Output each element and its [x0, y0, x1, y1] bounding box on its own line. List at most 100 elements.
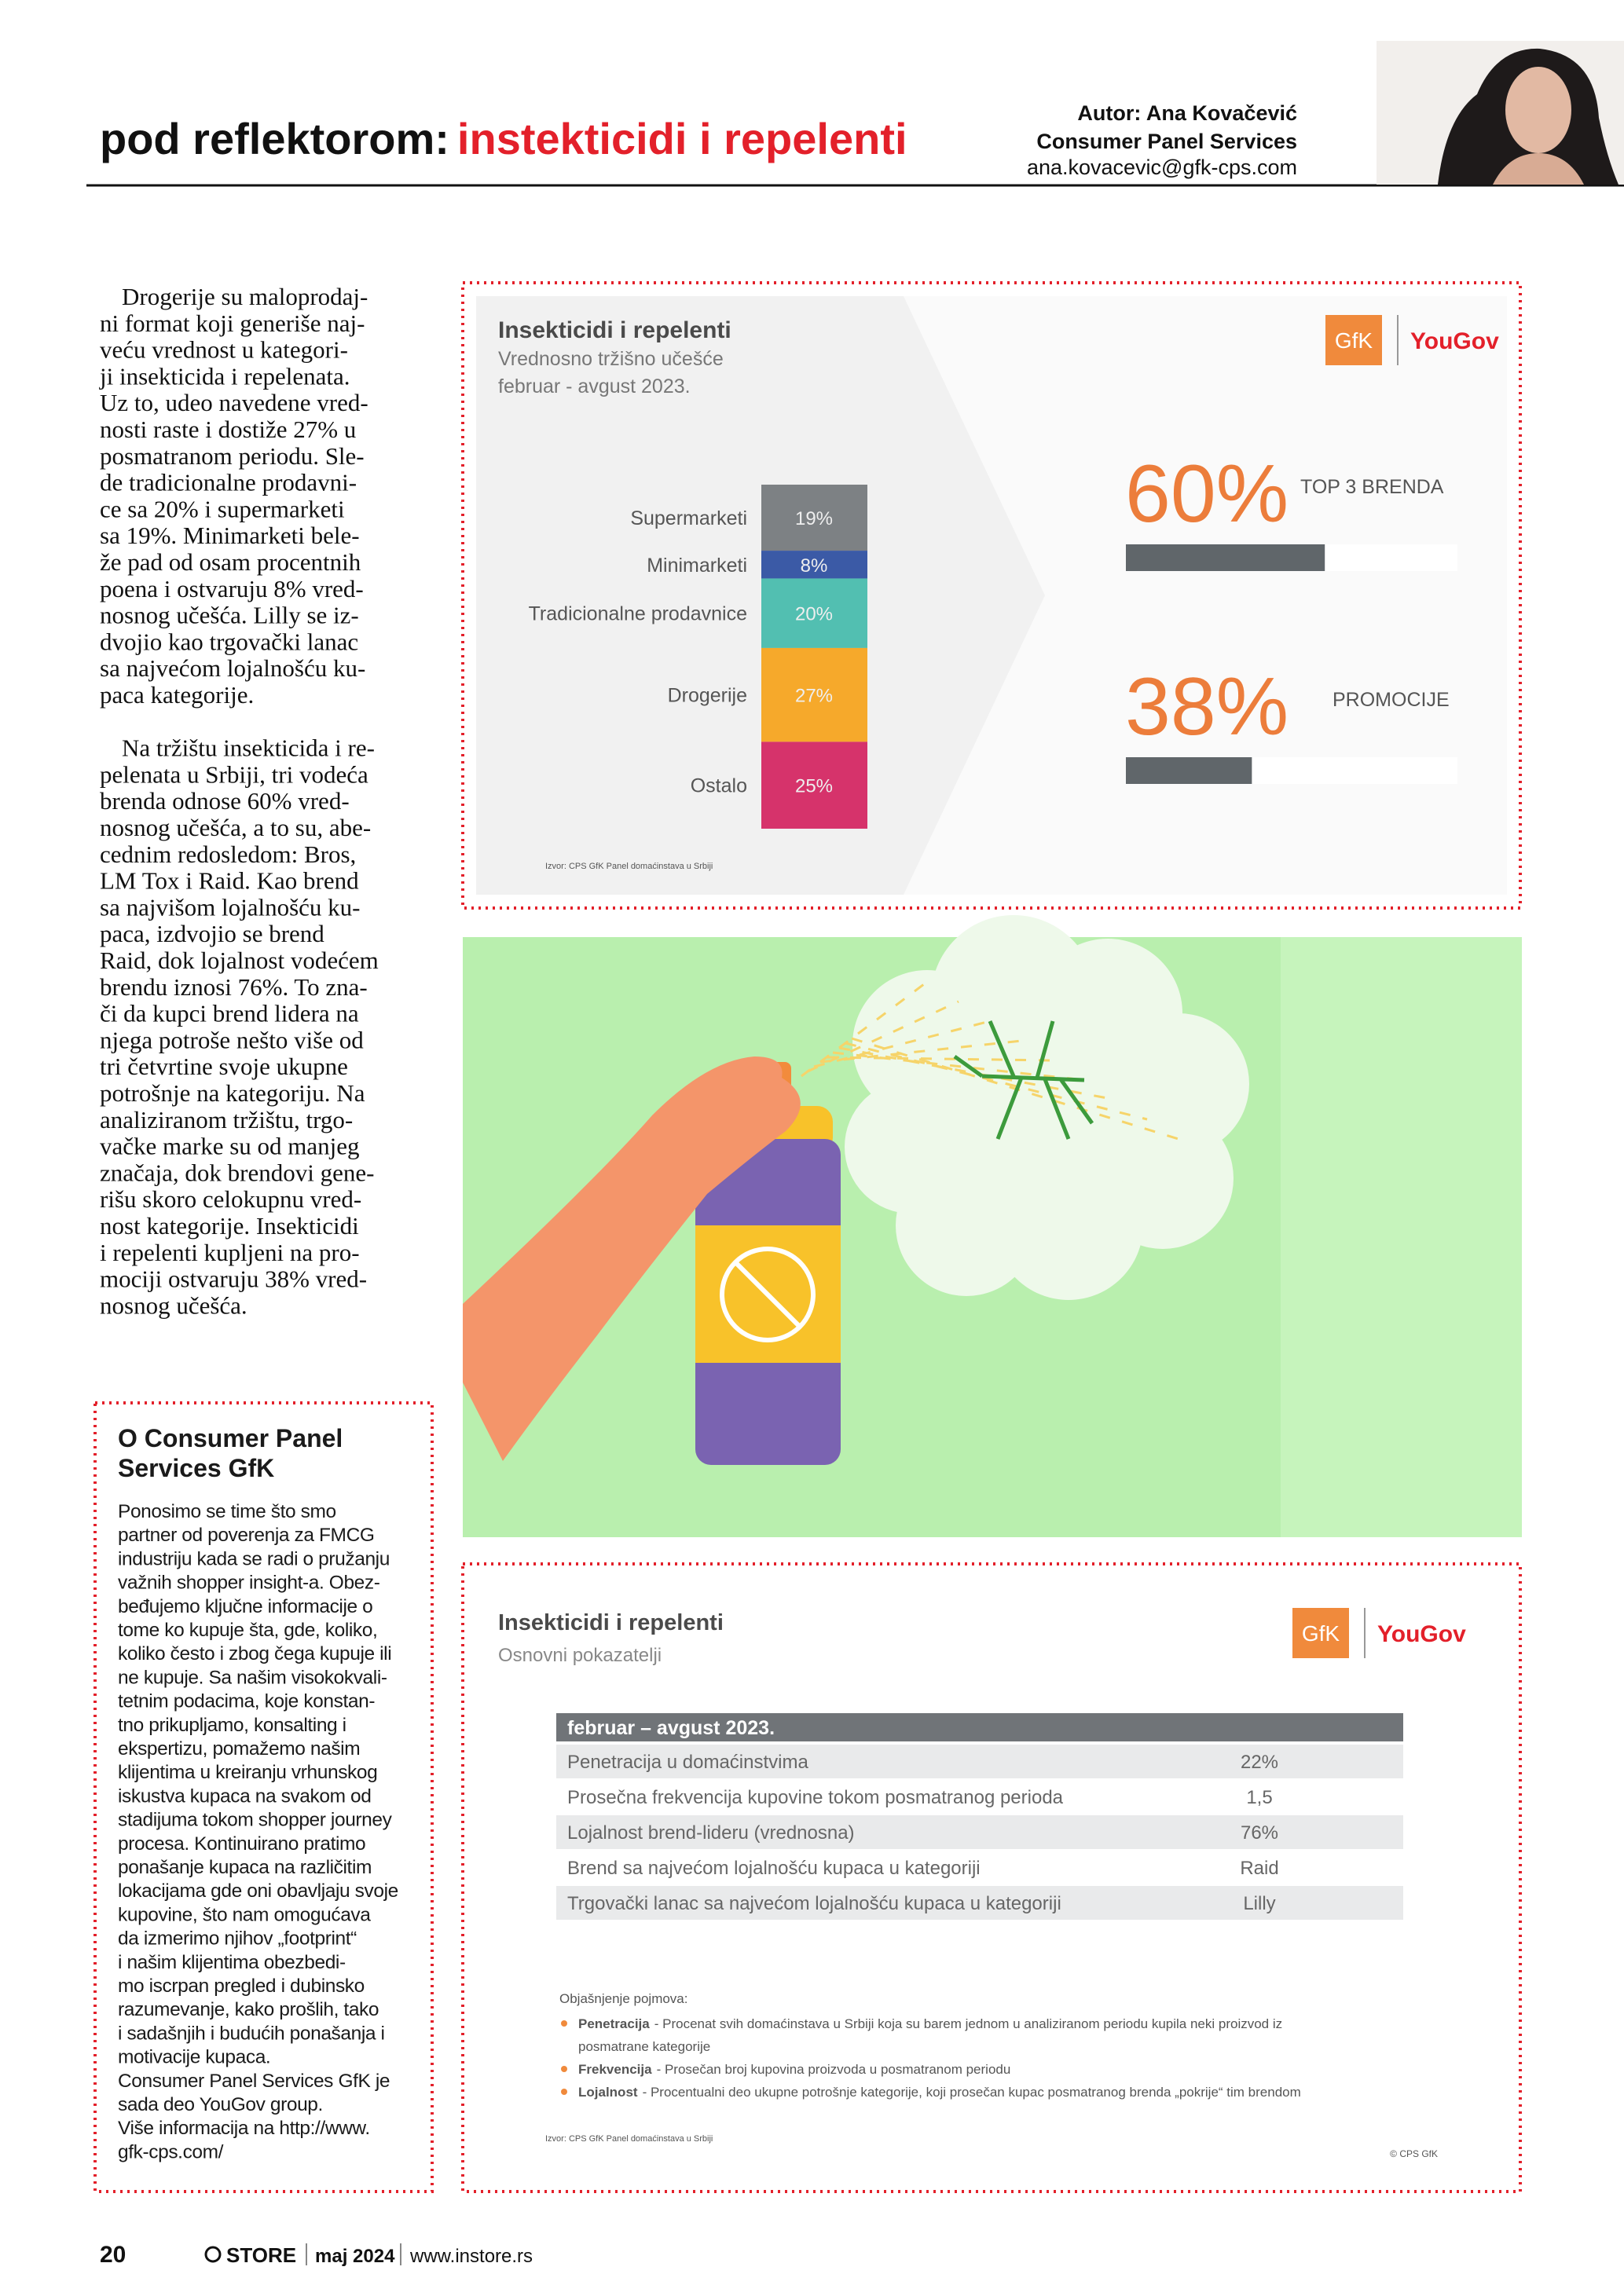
kpi-value: 60% — [1125, 449, 1289, 540]
kpi-value: 38% — [1125, 661, 1289, 753]
spray-line — [845, 1042, 1148, 1121]
email: ana.kovacevic@gfk-cps.com — [1027, 156, 1297, 179]
sidebar-line: ponašanje kupaca na različitim — [118, 1857, 372, 1878]
sidebar-line: iskustva kupaca na svakom od — [118, 1785, 371, 1807]
kpi-label: PROMOCIJE — [1333, 689, 1450, 711]
article-line: značaja, dok brendovi gene- — [100, 1159, 374, 1186]
table-row-bg — [556, 1886, 1403, 1920]
article-line: analiziranom tržištu, trgo- — [100, 1106, 353, 1133]
spray-line — [832, 1051, 1085, 1082]
segment-label: Minimarketi — [647, 555, 747, 577]
spray-illustration — [463, 915, 1522, 1537]
sidebar-line: da izmerimo njihov „footprint“ — [118, 1928, 357, 1950]
definition-line: posmatrane kategorije — [578, 2039, 710, 2054]
article-line: sa 19%. Minimarketi bele- — [100, 522, 360, 549]
segment-label: Supermarketi — [630, 507, 747, 529]
table-cell-label: Prosečna frekvencija kupovine tokom posm… — [567, 1787, 1064, 1808]
sidebar-line: ekspertizu, pomažemo našim — [118, 1738, 360, 1760]
article-line: dvojio kao trgovački lanac — [100, 628, 358, 655]
table-cell-value: Raid — [1240, 1858, 1278, 1879]
table-cell-label: Penetracija u domaćinstvima — [567, 1752, 808, 1773]
segment-value: 8% — [801, 555, 828, 577]
article-line: tri četvrtine svoje ukupne — [100, 1053, 348, 1080]
bar-segment — [761, 485, 867, 551]
definition-bullet — [561, 2020, 567, 2027]
sidebar-line: klijentima u kreiranju vrhunskog — [118, 1762, 377, 1783]
spray-cloud — [943, 1013, 1147, 1218]
spray-line — [801, 980, 928, 1078]
article-line: veću vrednost u kategori- — [100, 336, 348, 364]
figure-subtitle: Osnovni pokazatelji — [498, 1645, 662, 1666]
gfk-logo-text: GfK — [1302, 1621, 1340, 1646]
segment-value: 25% — [795, 776, 833, 797]
section-title: instekticidi i repelenti — [457, 114, 907, 163]
article-line: nosti raste i dostiže 27% u — [100, 416, 356, 443]
article-line: poena i ostvaruju 8% vred- — [100, 575, 364, 602]
table-row-bg — [556, 1851, 1403, 1884]
figure-source: Izvor: CPS GfK Panel domaćinstava u Srbi… — [545, 2134, 713, 2144]
definition-text: - Procentualni deo ukupne potrošnje kate… — [643, 2085, 1301, 2100]
table-row-bg — [556, 1745, 1403, 1778]
page-number: 20 — [100, 2242, 126, 2268]
sidebar-line: tetnim podacima, koje konstan- — [118, 1691, 375, 1712]
figure-title: Insekticidi i repelenti — [498, 1610, 724, 1635]
illus-band — [1281, 937, 1522, 1537]
footer: 20 STORE maj 2024 www.instore.rs — [100, 2242, 533, 2268]
sidebar-line: industriju kada se radi o pružanju — [118, 1548, 390, 1569]
sidebar-line: beđujemo ključne informacije o — [118, 1596, 372, 1617]
article-line: nosnog učešća, a to su, abe- — [100, 814, 371, 841]
article: Drogerije su maloprodaj-ni format koji g… — [99, 283, 379, 1319]
article-line: rišu skoro celokupnu vred- — [100, 1185, 361, 1213]
figure-border — [461, 1562, 1522, 2193]
author: Autor: Ana Kovačević — [1077, 101, 1297, 125]
kpi-bar — [1126, 544, 1325, 571]
table-header: februar – avgust 2023. — [567, 1717, 775, 1739]
definition-term: Frekvencija — [578, 2062, 652, 2077]
sidebar-border — [93, 1401, 434, 2193]
segment-label: Ostalo — [691, 775, 747, 797]
segment-label: Tradicionalne prodavnice — [529, 603, 747, 625]
definitions-title: Objašnjenje pojmova: — [559, 1991, 687, 2006]
sidebar-line: tno prikupljamo, konsalting i — [118, 1715, 346, 1736]
bar-segment — [761, 647, 867, 742]
article-line: či da kupci brend lidera na — [100, 1000, 359, 1027]
definition-line: Lojalnost - Procentualni deo ukupne potro… — [578, 2085, 1301, 2100]
article-line: sa najvećom lojalnošću ku- — [100, 654, 365, 682]
can-icon — [720, 1247, 816, 1342]
table-cell-value: 1,5 — [1246, 1787, 1272, 1808]
kpi-label: TOP 3 BRENDA — [1300, 476, 1444, 498]
figure-subtitle: Vrednosno tržišno učešće — [498, 348, 724, 370]
sidebar-line: procesa. Kontinuirano pratimo — [118, 1833, 365, 1855]
sidebar-line: koliko često i zbog čega kupuje ili — [118, 1643, 391, 1664]
sidebar-line: sada deo YouGov group. — [118, 2094, 323, 2115]
sidebar-title: O Consumer Panel — [118, 1424, 343, 1452]
author-photo — [1377, 41, 1624, 185]
table-cell-label: Brend sa najvećom lojalnošću kupaca u ka… — [567, 1858, 981, 1879]
article-line: i repelenti kupljeni na pro- — [100, 1239, 360, 1266]
sidebar-line: i našim klijentima obezbedi- — [118, 1952, 346, 1973]
definition-text: - Procenat svih domaćinstava u Srbiji ko… — [654, 2016, 1282, 2031]
article-line: nost kategorije. Insekticidi — [100, 1212, 359, 1240]
article-line: pelenata u Srbiji, tri vodeća — [100, 760, 368, 788]
yougov-logo: YouGov — [1410, 328, 1499, 354]
segment-value: 20% — [795, 604, 833, 625]
sidebar-line: stadijuma tokom shopper journey — [118, 1810, 393, 1831]
segment-value: 27% — [795, 686, 833, 707]
sidebar-line: Consumer Panel Services GfK je — [118, 2071, 390, 2092]
table-cell-label: Trgovački lanac sa najvećom lojalnošću k… — [567, 1893, 1061, 1914]
article-line: že pad od osam procentnih — [100, 548, 361, 576]
gfk-logo — [1325, 315, 1382, 365]
kpi-bar — [1126, 757, 1252, 784]
figure-subtitle: februar - avgust 2023. — [498, 375, 691, 397]
spray-line — [826, 1056, 1054, 1062]
article-line: sa najvišom lojalnošću ku- — [100, 893, 360, 921]
definition-line: Penetracija - Procenat svih domaćinstava … — [578, 2016, 1282, 2031]
sidebar-line: gfk-cps.com/ — [118, 2141, 224, 2162]
article-line: ji insekticida i repelenata. — [99, 362, 350, 390]
article-line: LM Tox i Raid. Kao brend — [100, 867, 359, 895]
bar-segment — [761, 578, 867, 648]
definition-term: Lojalnost — [578, 2085, 638, 2100]
yougov-logo: YouGov — [1377, 1621, 1466, 1647]
